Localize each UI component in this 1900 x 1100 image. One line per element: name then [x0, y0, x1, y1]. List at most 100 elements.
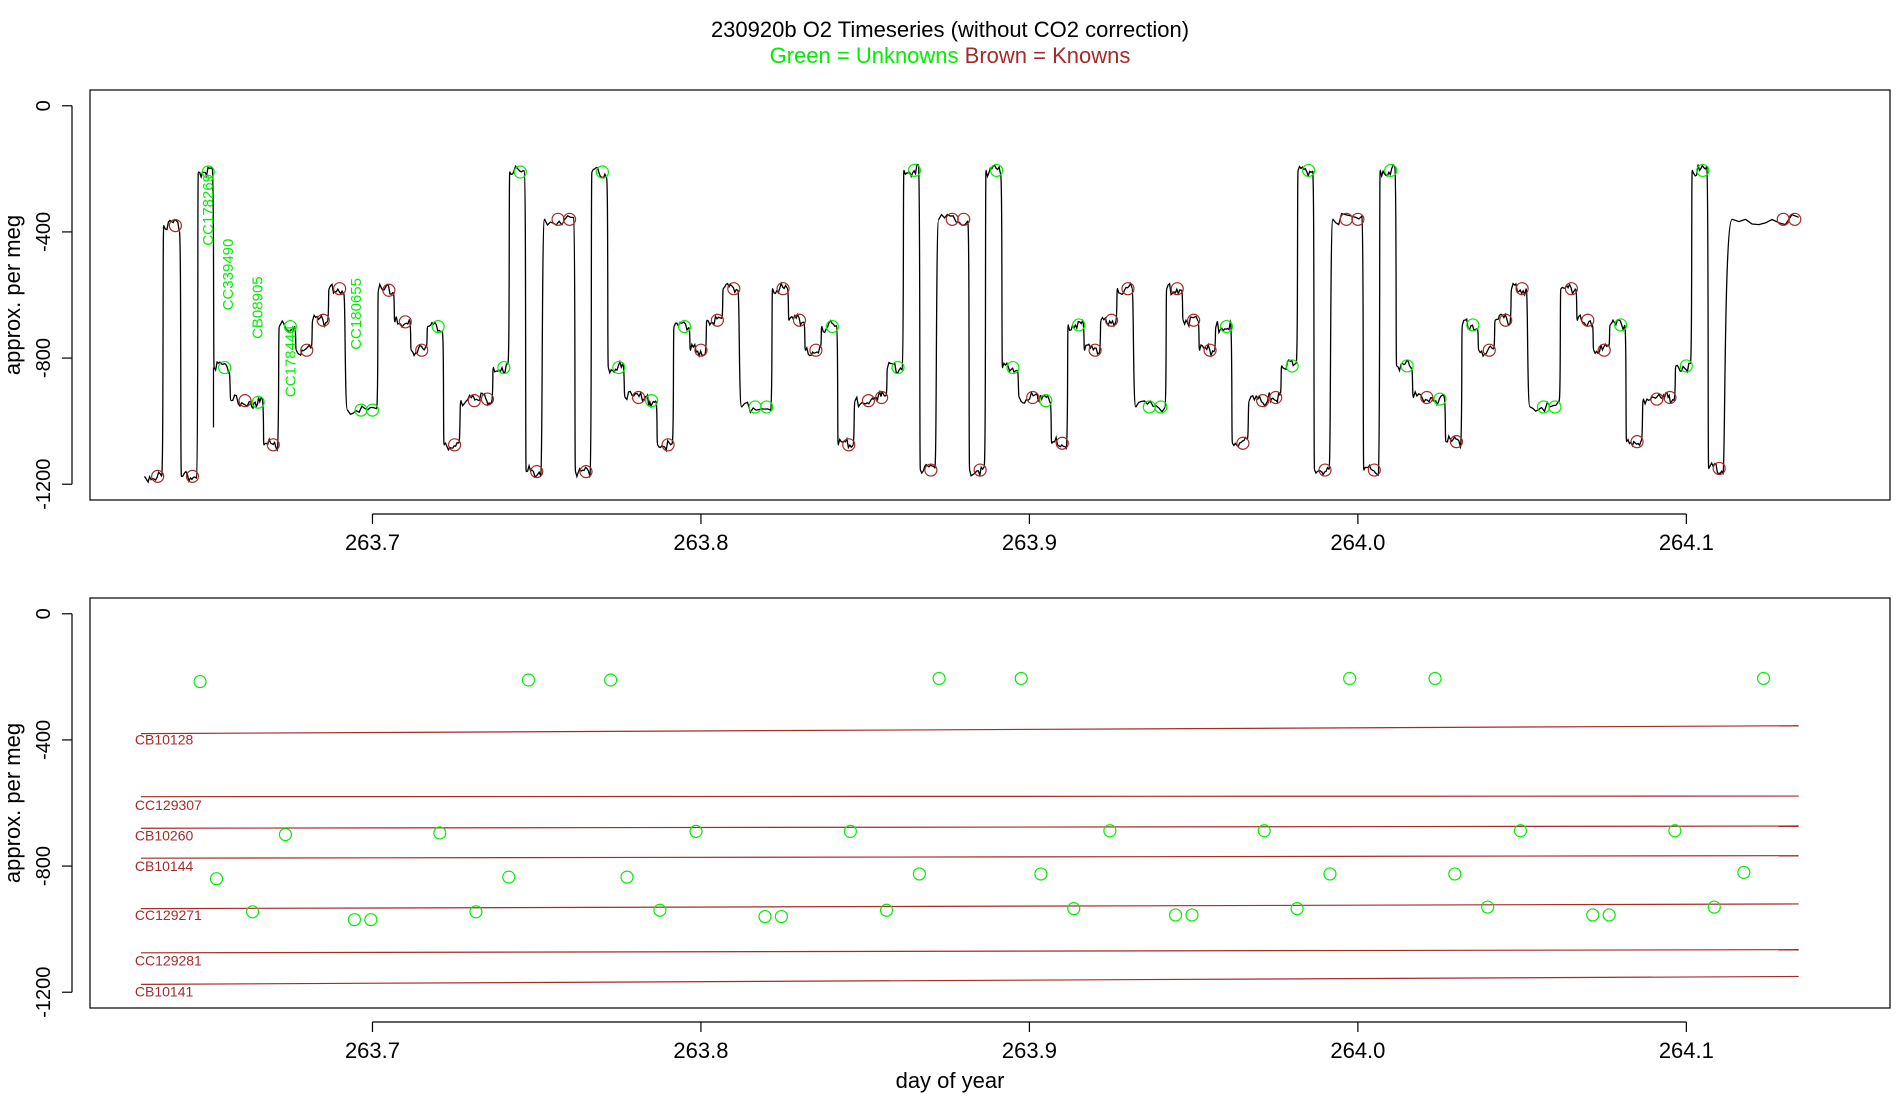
known-marker: [694, 343, 708, 357]
known-marker: [1581, 313, 1595, 327]
known-marker: [631, 390, 646, 405]
known-marker: [973, 463, 987, 477]
known-line: [140, 975, 1799, 985]
unknown-marker: [1696, 163, 1710, 178]
x-tick-label: 263.8: [673, 1038, 728, 1063]
y-tick-label: -1200: [33, 967, 55, 1018]
unknown-point: [209, 872, 224, 886]
known-marker: [1499, 313, 1513, 327]
unknown-point: [932, 671, 946, 686]
unknown-point: [433, 826, 447, 840]
known-marker: [1026, 390, 1040, 405]
sample-annotation: CB08905: [249, 276, 266, 339]
known-label: CC129271: [135, 907, 202, 923]
unknown-point: [1481, 900, 1495, 914]
unknown-point: [1602, 908, 1616, 922]
unknown-point: [1756, 671, 1771, 686]
known-marker: [1269, 390, 1283, 405]
unknown-marker: [1466, 318, 1480, 332]
plot-frame: [89, 597, 1891, 1009]
known-marker: [316, 313, 330, 327]
unknown-marker: [497, 360, 511, 375]
unknown-point: [521, 673, 536, 687]
known-marker: [551, 212, 565, 226]
y-tick-label: -800: [33, 338, 55, 378]
unknown-marker: [1679, 359, 1693, 373]
timeseries-line: [143, 163, 1799, 484]
unknown-marker: [354, 403, 368, 417]
known-marker: [809, 343, 823, 357]
legend-knowns: Brown = Knowns: [965, 43, 1131, 68]
known-marker: [1449, 435, 1464, 449]
unknown-marker: [513, 165, 527, 179]
legend-unknowns: Green = Unknowns: [770, 43, 959, 68]
known-marker: [1203, 343, 1217, 357]
unknown-point: [1737, 865, 1751, 879]
known-marker: [398, 315, 412, 329]
x-axis-label: day of year: [896, 1068, 1005, 1093]
unknown-point: [1428, 671, 1442, 686]
known-marker: [1121, 282, 1135, 296]
unknown-marker: [1302, 163, 1316, 178]
known-marker: [382, 283, 396, 297]
known-marker: [727, 282, 741, 296]
known-marker: [1776, 212, 1790, 226]
known-marker: [776, 282, 790, 296]
known-marker: [447, 438, 462, 452]
unknown-point: [1513, 824, 1528, 838]
known-marker: [185, 469, 200, 483]
unknown-point: [1014, 671, 1028, 686]
known-label: CC129307: [135, 797, 202, 813]
known-marker: [415, 343, 429, 357]
x-tick-label: 263.9: [1002, 530, 1057, 555]
known-line: [140, 949, 1799, 954]
summary-panel: 0 -400 -800 -1200 approx. per meg 263.7 263.8 2…: [0, 597, 1891, 1063]
known-label: CB10128: [135, 731, 194, 747]
known-marker: [1339, 212, 1353, 226]
y-tick-label: 0: [33, 608, 55, 619]
unknown-point: [843, 824, 858, 838]
known-marker: [579, 465, 593, 479]
known-marker: [333, 282, 347, 296]
timeseries-panel: 0 -400 -800 -1200 approx. per meg 263.7 263.8 2…: [0, 89, 1891, 555]
unknown-point: [193, 674, 207, 689]
unknown-marker: [748, 400, 762, 414]
sample-annotation: CC339490: [220, 239, 237, 311]
known-marker: [480, 392, 495, 406]
unknown-point: [1323, 867, 1337, 881]
x-tick-label: 263.7: [345, 1038, 400, 1063]
unknown-point: [1586, 908, 1600, 922]
x-tick-label: 264.1: [1659, 1038, 1714, 1063]
x-tick-label: 263.9: [1002, 1038, 1057, 1063]
known-marker: [1170, 282, 1184, 296]
known-marker: [1650, 392, 1664, 406]
known-marker: [842, 438, 856, 452]
unknown-point: [245, 905, 260, 919]
unknown-point: [1343, 671, 1357, 686]
known-marker: [1055, 436, 1069, 450]
legend-label: Green = Unknowns Brown = Knowns: [770, 43, 1131, 68]
unknown-point: [1448, 867, 1462, 881]
unknown-marker: [218, 360, 232, 375]
known-marker: [1482, 343, 1496, 357]
y-tick-label: -400: [33, 212, 55, 252]
unknown-marker: [251, 395, 265, 409]
known-marker: [1088, 343, 1102, 357]
known-label: CB10141: [135, 984, 194, 1000]
known-line: [140, 725, 1799, 735]
unknown-marker: [1039, 394, 1053, 408]
unknown-point: [1707, 900, 1721, 914]
unknown-marker: [1400, 359, 1414, 373]
known-label: CB10260: [135, 827, 194, 843]
unknown-point: [653, 903, 667, 917]
known-marker: [266, 438, 280, 452]
unknown-marker: [891, 360, 905, 375]
unknown-marker: [1142, 400, 1156, 414]
known-marker: [1420, 390, 1434, 405]
unknown-point: [1185, 908, 1199, 922]
known-marker: [530, 465, 544, 479]
known-marker: [1104, 313, 1119, 327]
unknown-marker: [677, 319, 692, 334]
known-marker: [1630, 435, 1644, 449]
